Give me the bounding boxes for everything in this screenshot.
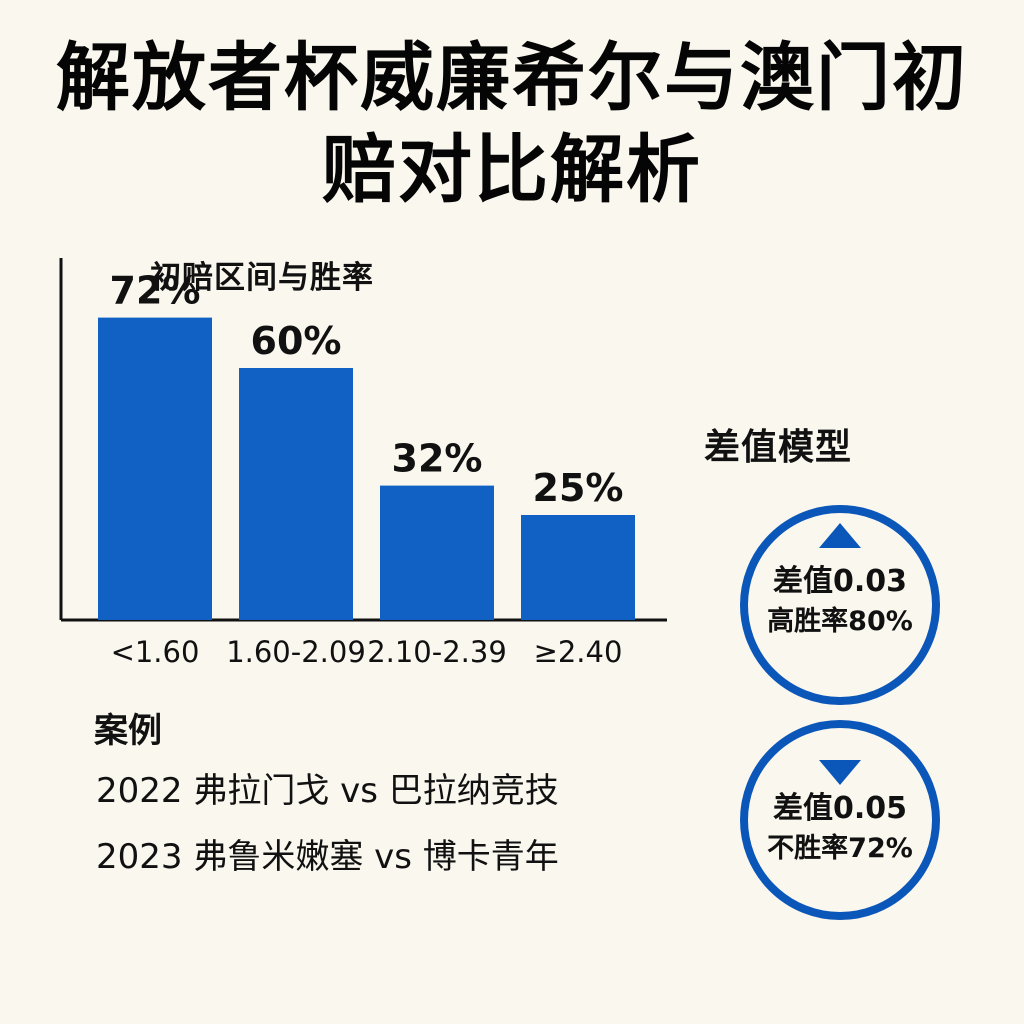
bar-value-label-3: 32% [392, 437, 483, 481]
case-item-2023: 2023 弗鲁米嫩塞 vs 博卡青年 [96, 837, 559, 877]
case-item-2022: 2022 弗拉门戈 vs 巴拉纳竞技 [96, 771, 559, 811]
odds-win-rate-bar-chart: 72% <1.60 60% 1.60-2.09 32% 2.10-2.39 25% ≥2.40 [59, 258, 667, 669]
high-win-rate-label: 高胜率80% [767, 606, 913, 637]
no-win-rate-label: 不胜率72% [767, 833, 913, 864]
x-tick-label-3: 2.10-2.39 [367, 635, 507, 669]
chart-title: 初赔区间与胜率 [150, 260, 374, 296]
difference-value-003: 差值0.03 [772, 564, 908, 599]
difference-no-win-card: 差值0.05 不胜率72% [740, 720, 940, 920]
bar-2 [239, 368, 353, 620]
triangle-down-icon [819, 760, 861, 785]
bar-value-label-4: 25% [533, 466, 624, 510]
cases-title: 案例 [94, 711, 162, 751]
difference-model-title: 差值模型 [704, 427, 853, 468]
bar-value-label-1: 72% [110, 269, 201, 313]
bar-4 [521, 515, 635, 620]
difference-high-win-card: 差值0.03 高胜率80% [740, 505, 940, 705]
bar-1 [98, 317, 212, 620]
x-tick-label-4: ≥2.40 [534, 635, 623, 669]
triangle-up-icon [819, 523, 861, 548]
difference-value-005: 差值0.05 [772, 791, 908, 826]
page-title: 解放者杯威廉希尔与澳门初赔对比解析 [56, 35, 968, 213]
bar-3 [380, 485, 494, 620]
case-list: 2022 弗拉门戈 vs 巴拉纳竞技 2023 弗鲁米嫩塞 vs 博卡青年 [96, 770, 559, 902]
x-tick-label-2: 1.60-2.09 [226, 635, 366, 669]
x-tick-label-1: <1.60 [111, 635, 200, 669]
bar-value-label-2: 60% [251, 319, 342, 363]
